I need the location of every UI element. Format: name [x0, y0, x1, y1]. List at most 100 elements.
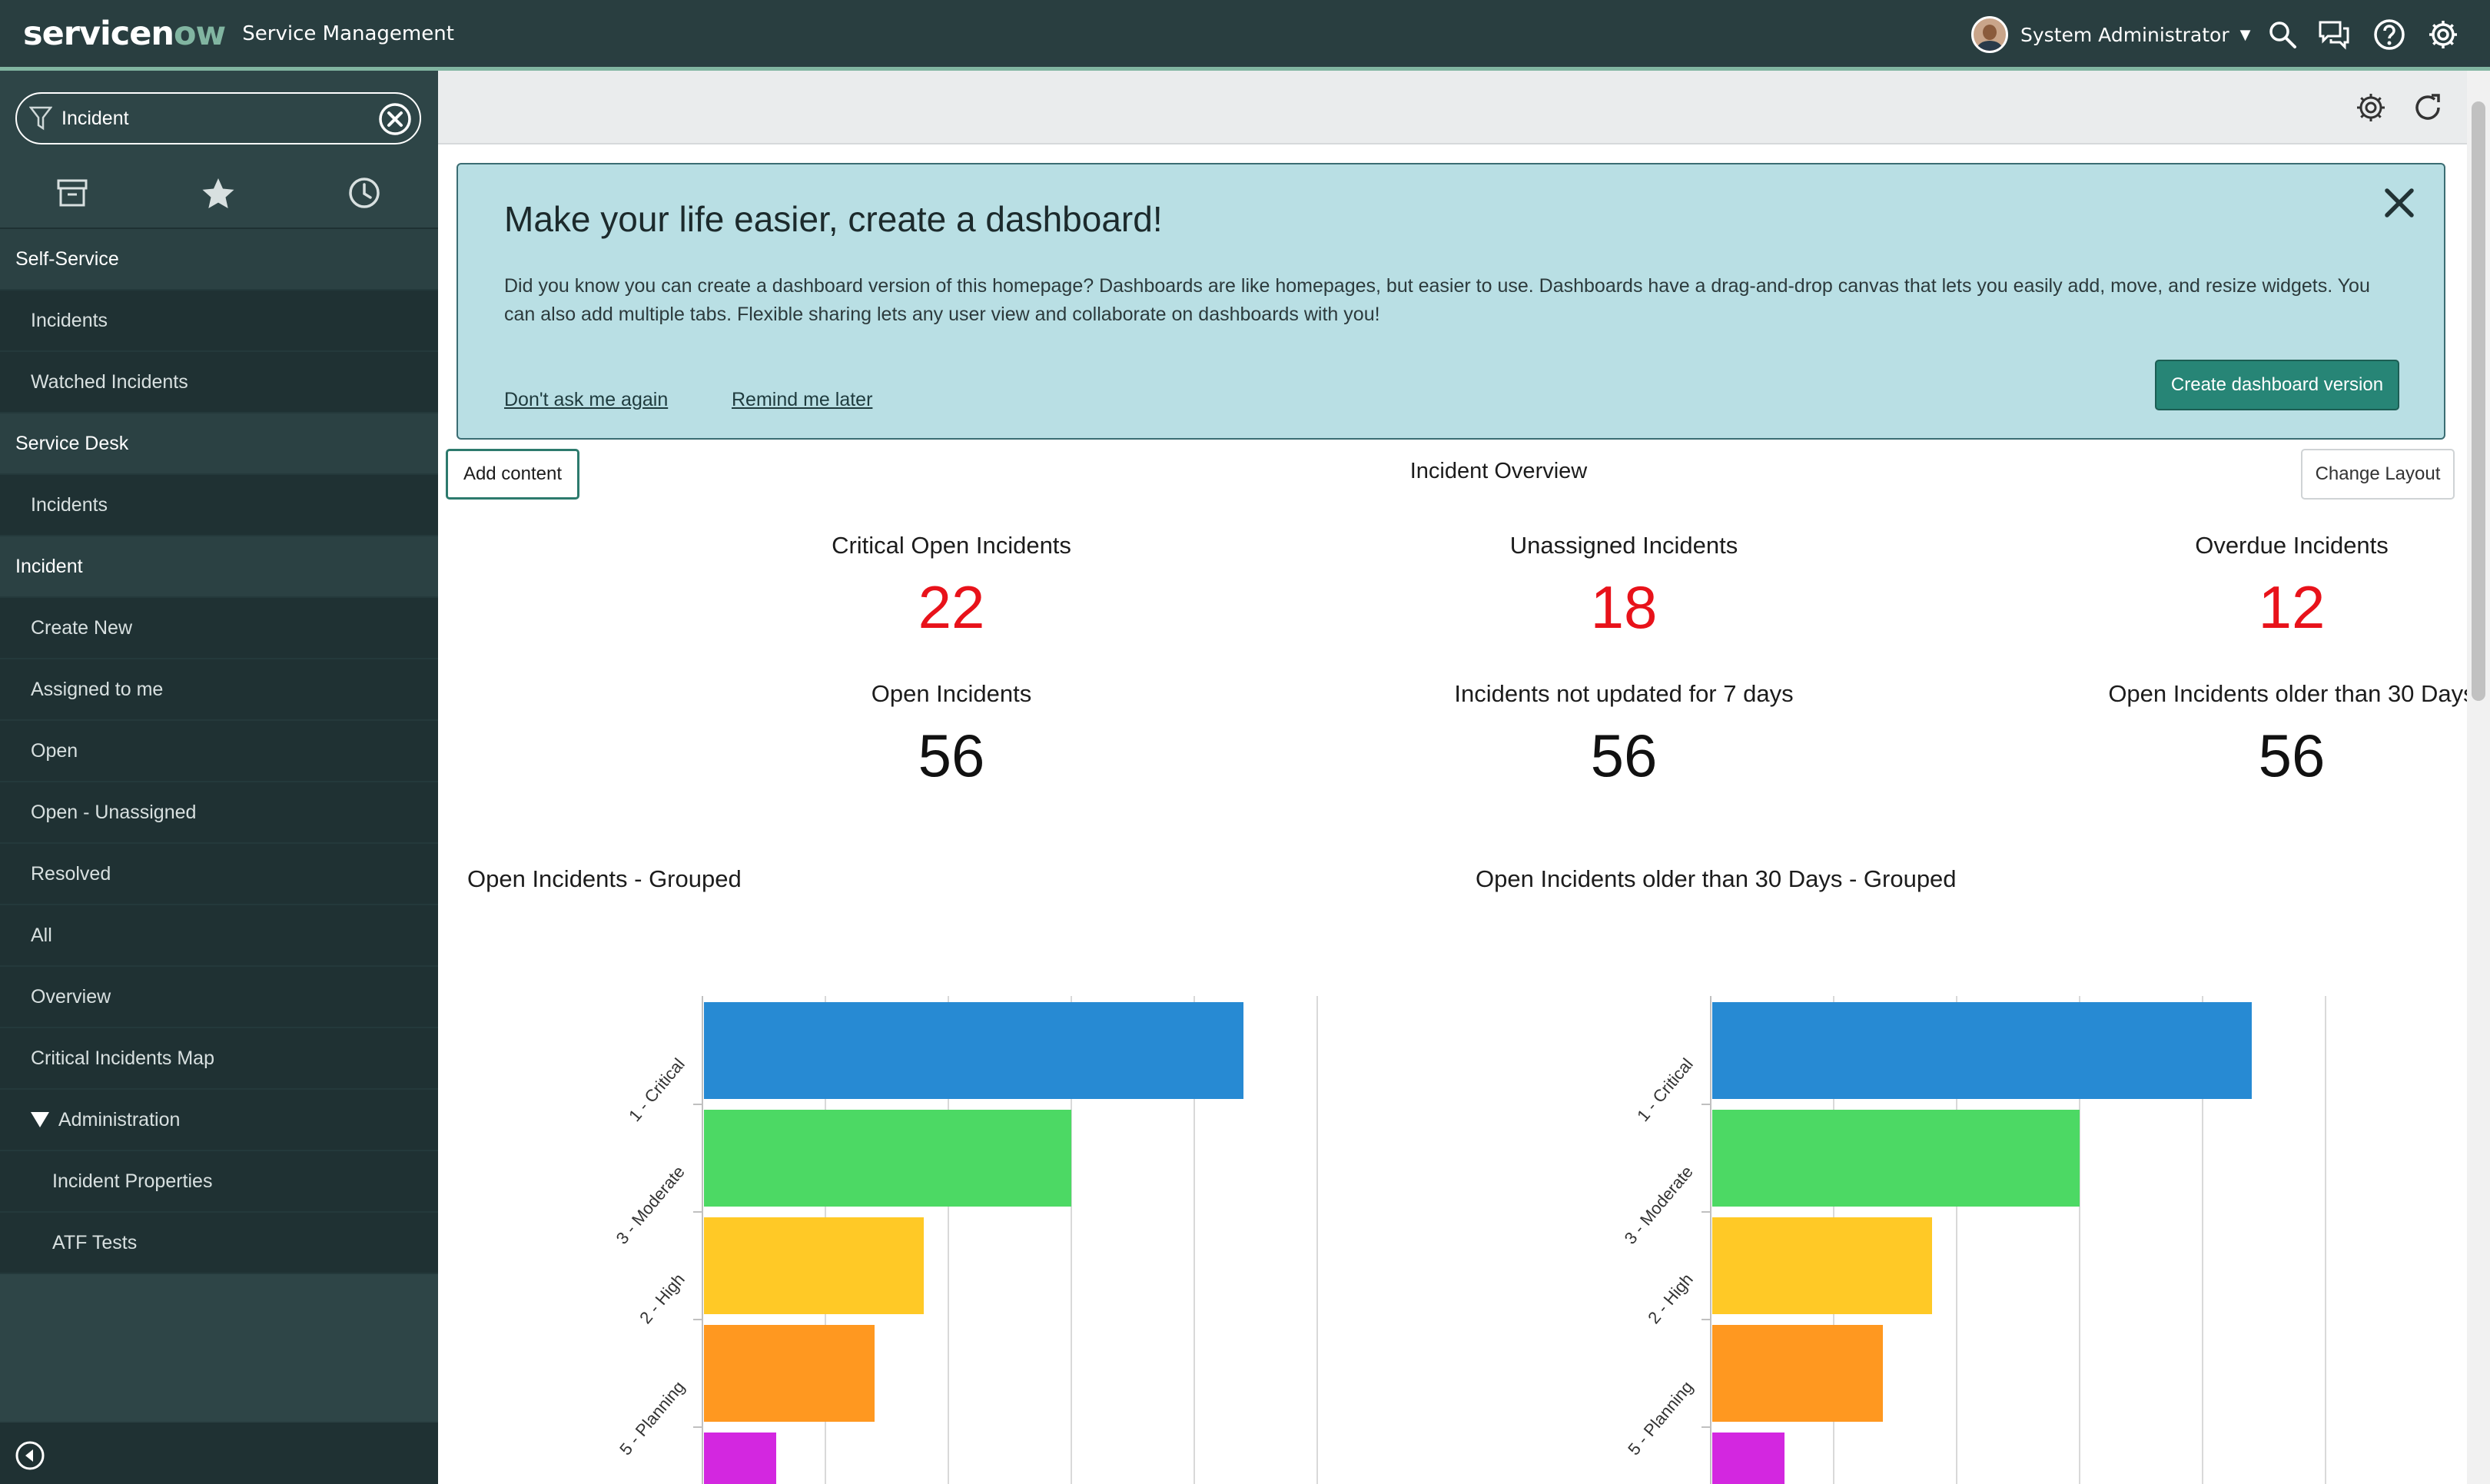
- nav-item-resolved[interactable]: Resolved: [0, 844, 438, 905]
- nav-item-incident-properties[interactable]: Incident Properties: [0, 1151, 438, 1213]
- bar-4-low[interactable]: [704, 1433, 776, 1484]
- refresh-icon[interactable]: [2410, 90, 2445, 125]
- stat-value[interactable]: 56: [1590, 722, 1658, 789]
- all-apps-icon[interactable]: [49, 172, 95, 214]
- scrollbar-thumb[interactable]: [2472, 101, 2485, 701]
- stat-overdue-incidents[interactable]: Overdue Incidents 12: [2023, 532, 2490, 641]
- create-dashboard-button[interactable]: Create dashboard version: [2155, 360, 2399, 410]
- close-icon[interactable]: [2376, 180, 2422, 226]
- stat-label: Critical Open Incidents: [832, 532, 1071, 559]
- nav-item-assigned-to-me[interactable]: Assigned to me: [0, 659, 438, 721]
- remind-later-link[interactable]: Remind me later: [732, 389, 873, 410]
- category-label: 5 - Planning: [1624, 1377, 1697, 1459]
- nav-item-create-new[interactable]: Create New: [0, 598, 438, 659]
- add-content-button[interactable]: Add content: [446, 449, 579, 500]
- category-label: 1 - Critical: [625, 1054, 689, 1125]
- stat-not-updated-7-days[interactable]: Incidents not updated for 7 days 56: [1355, 680, 1893, 789]
- favorites-icon[interactable]: [195, 172, 241, 214]
- chart-open-incidents-grouped: 1 - Critical 3 - Moderate 2 - High 5 - Plan…: [613, 996, 1318, 1484]
- dont-ask-again-link[interactable]: Don't ask me again: [504, 389, 669, 410]
- triangle-down-icon: [31, 1112, 49, 1127]
- nav-item-open[interactable]: Open: [0, 721, 438, 782]
- bar-5-planning[interactable]: [1712, 1325, 1883, 1422]
- avatar: [1971, 16, 2008, 53]
- bar-2-high[interactable]: [1712, 1217, 1932, 1314]
- stat-label: Incidents not updated for 7 days: [1454, 680, 1794, 707]
- nav-item-critical-incidents-map[interactable]: Critical Incidents Map: [0, 1028, 438, 1090]
- nav-item-overview[interactable]: Overview: [0, 967, 438, 1028]
- navigator-filter[interactable]: [15, 92, 421, 144]
- application-navigator: Self-Service Incidents Watched Incidents…: [0, 71, 438, 1484]
- gear-icon[interactable]: [2353, 90, 2389, 125]
- module-administration-label: Administration: [58, 1108, 181, 1130]
- page-title: Incident Overview: [1409, 459, 1588, 483]
- stat-label: Unassigned Incidents: [1509, 532, 1738, 559]
- category-label: 2 - High: [636, 1270, 689, 1327]
- stat-critical-open-incidents[interactable]: Critical Open Incidents 22: [682, 532, 1220, 641]
- bar-5-planning[interactable]: [704, 1325, 875, 1422]
- navigator-menu: Self-Service Incidents Watched Incidents…: [0, 229, 438, 1274]
- settings-icon[interactable]: [2424, 15, 2462, 54]
- banner-title: Make your life easier, create a dashboar…: [504, 199, 1163, 239]
- chevron-down-icon: ▼: [2239, 26, 2251, 43]
- user-menu[interactable]: System Administrator ▼: [1971, 15, 2250, 54]
- main-content: Make your life easier, create a dashboar…: [438, 71, 2475, 1484]
- stat-value[interactable]: 56: [2258, 722, 2326, 789]
- user-name: System Administrator: [2020, 23, 2229, 46]
- nav-item-watched-incidents[interactable]: Watched Incidents: [0, 352, 438, 413]
- nav-item-all[interactable]: All: [0, 905, 438, 967]
- section-service-desk[interactable]: Service Desk: [0, 413, 438, 475]
- section-incident[interactable]: Incident: [0, 536, 438, 598]
- change-layout-button[interactable]: Change Layout: [2301, 449, 2455, 500]
- filter-icon: [29, 106, 52, 131]
- navigator-filter-input[interactable]: [61, 107, 369, 130]
- clear-icon[interactable]: [377, 101, 413, 138]
- stat-label: Open Incidents: [871, 680, 1032, 707]
- stat-unassigned-incidents[interactable]: Unassigned Incidents 18: [1355, 532, 1893, 641]
- banner-body: Did you know you can create a dashboard …: [504, 275, 2370, 325]
- chart-title-older-grouped: Open Incidents older than 30 Days - Grou…: [1476, 865, 1957, 892]
- bar-1-critical[interactable]: [1712, 1002, 2252, 1099]
- homepage-toolbar: [438, 71, 2467, 144]
- chat-icon[interactable]: [2315, 15, 2353, 54]
- page-scrollbar[interactable]: [2467, 71, 2490, 1484]
- stat-value[interactable]: 22: [918, 573, 985, 641]
- help-icon[interactable]: [2370, 15, 2409, 54]
- dashboard-promo-banner: Make your life easier, create a dashboar…: [456, 163, 2445, 440]
- nav-item-service-desk-incidents[interactable]: Incidents: [0, 475, 438, 536]
- logo-wordmark: servicenow: [23, 15, 226, 53]
- history-icon[interactable]: [341, 172, 387, 214]
- top-header: servicenow Service Management System Adm…: [0, 0, 2490, 71]
- product-name: Service Management: [242, 22, 454, 45]
- bar-4-low[interactable]: [1712, 1433, 1784, 1484]
- stat-label: Overdue Incidents: [2195, 532, 2389, 559]
- nav-item-self-service-incidents[interactable]: Incidents: [0, 290, 438, 352]
- bar-3-moderate[interactable]: [704, 1110, 1071, 1207]
- nav-item-open-unassigned[interactable]: Open - Unassigned: [0, 782, 438, 844]
- category-label: 2 - High: [1644, 1270, 1697, 1327]
- stat-label: Open Incidents older than 30 Days: [2108, 680, 2475, 707]
- bar-2-high[interactable]: [704, 1217, 924, 1314]
- bar-3-moderate[interactable]: [1712, 1110, 2080, 1207]
- collapse-navigator-icon[interactable]: [14, 1439, 46, 1472]
- search-icon[interactable]: [2263, 15, 2302, 54]
- stat-open-incidents[interactable]: Open Incidents 56: [682, 680, 1220, 789]
- header-accent-line: [0, 67, 2490, 71]
- category-label: 3 - Moderate: [1621, 1162, 1697, 1248]
- stat-value[interactable]: 12: [2258, 573, 2326, 641]
- section-self-service[interactable]: Self-Service: [0, 229, 438, 290]
- chart-title-open-grouped: Open Incidents - Grouped: [467, 865, 742, 892]
- category-label: 3 - Moderate: [613, 1162, 689, 1248]
- navigator-footer: [0, 1421, 438, 1484]
- stat-value[interactable]: 18: [1590, 573, 1658, 641]
- category-label: 5 - Planning: [616, 1377, 689, 1459]
- stat-value[interactable]: 56: [918, 722, 985, 789]
- servicenow-logo[interactable]: servicenow Service Management: [23, 11, 454, 57]
- navigator-tabs: [0, 157, 438, 229]
- stat-older-than-30-days[interactable]: Open Incidents older than 30 Days 56: [2023, 680, 2490, 789]
- nav-item-atf-tests[interactable]: ATF Tests: [0, 1213, 438, 1274]
- module-administration[interactable]: Administration: [0, 1090, 438, 1151]
- bar-1-critical[interactable]: [704, 1002, 1243, 1099]
- category-label: 1 - Critical: [1633, 1054, 1697, 1125]
- chart-older-30-days-grouped: 1 - Critical 3 - Moderate 2 - High 5 - Plan…: [1621, 996, 2326, 1484]
